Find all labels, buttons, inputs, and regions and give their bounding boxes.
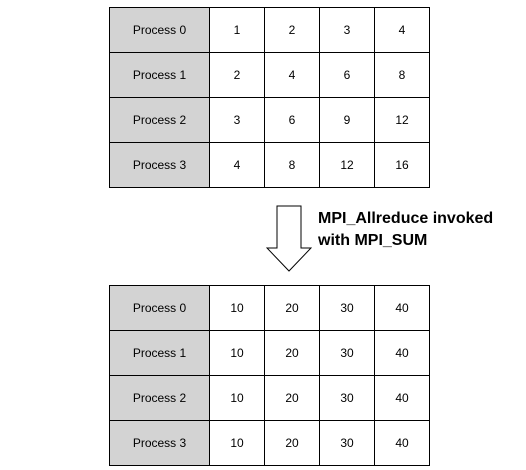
value-cell: 3 (209, 97, 265, 143)
value-cell: 3 (319, 7, 375, 53)
table-row: Process 0 10 20 30 40 (109, 285, 430, 331)
value-cell: 20 (264, 420, 320, 466)
value-cell: 10 (209, 375, 265, 421)
table-row: Process 3 10 20 30 40 (109, 420, 430, 466)
value-cell: 16 (374, 142, 430, 188)
process-label-cell: Process 2 (109, 97, 210, 143)
process-label-cell: Process 0 (109, 285, 210, 331)
process-label-cell: Process 3 (109, 420, 210, 466)
value-cell: 30 (319, 375, 375, 421)
value-cell: 4 (209, 142, 265, 188)
table-row: Process 1 2 4 6 8 (109, 52, 430, 98)
before-table: Process 0 1 2 3 4 Process 1 2 4 6 8 Proc… (109, 7, 430, 188)
value-cell: 40 (374, 420, 430, 466)
value-cell: 10 (209, 330, 265, 376)
process-label-cell: Process 0 (109, 7, 210, 53)
value-cell: 10 (209, 285, 265, 331)
value-cell: 10 (209, 420, 265, 466)
value-cell: 40 (374, 330, 430, 376)
value-cell: 1 (209, 7, 265, 53)
value-cell: 30 (319, 285, 375, 331)
process-label-cell: Process 1 (109, 52, 210, 98)
value-cell: 6 (319, 52, 375, 98)
value-cell: 20 (264, 285, 320, 331)
table-row: Process 1 10 20 30 40 (109, 330, 430, 376)
process-label-cell: Process 2 (109, 375, 210, 421)
table-row: Process 0 1 2 3 4 (109, 7, 430, 53)
process-label-cell: Process 3 (109, 142, 210, 188)
value-cell: 6 (264, 97, 320, 143)
value-cell: 4 (264, 52, 320, 98)
down-arrow-icon (266, 205, 312, 272)
value-cell: 30 (319, 420, 375, 466)
value-cell: 12 (319, 142, 375, 188)
value-cell: 20 (264, 375, 320, 421)
after-table: Process 0 10 20 30 40 Process 1 10 20 30… (109, 285, 430, 466)
process-label-cell: Process 1 (109, 330, 210, 376)
table-row: Process 2 3 6 9 12 (109, 97, 430, 143)
operation-caption-line-1: MPI_Allreduce invoked (318, 210, 494, 227)
value-cell: 8 (264, 142, 320, 188)
operation-caption-line-2: with MPI_SUM (318, 232, 428, 249)
value-cell: 30 (319, 330, 375, 376)
value-cell: 12 (374, 97, 430, 143)
table-row: Process 3 4 8 12 16 (109, 142, 430, 188)
value-cell: 9 (319, 97, 375, 143)
value-cell: 2 (209, 52, 265, 98)
value-cell: 4 (374, 7, 430, 53)
value-cell: 40 (374, 375, 430, 421)
table-row: Process 2 10 20 30 40 (109, 375, 430, 421)
value-cell: 40 (374, 285, 430, 331)
value-cell: 8 (374, 52, 430, 98)
value-cell: 20 (264, 330, 320, 376)
value-cell: 2 (264, 7, 320, 53)
operation-caption: MPI_Allreduce invoked with MPI_SUM (318, 208, 493, 252)
